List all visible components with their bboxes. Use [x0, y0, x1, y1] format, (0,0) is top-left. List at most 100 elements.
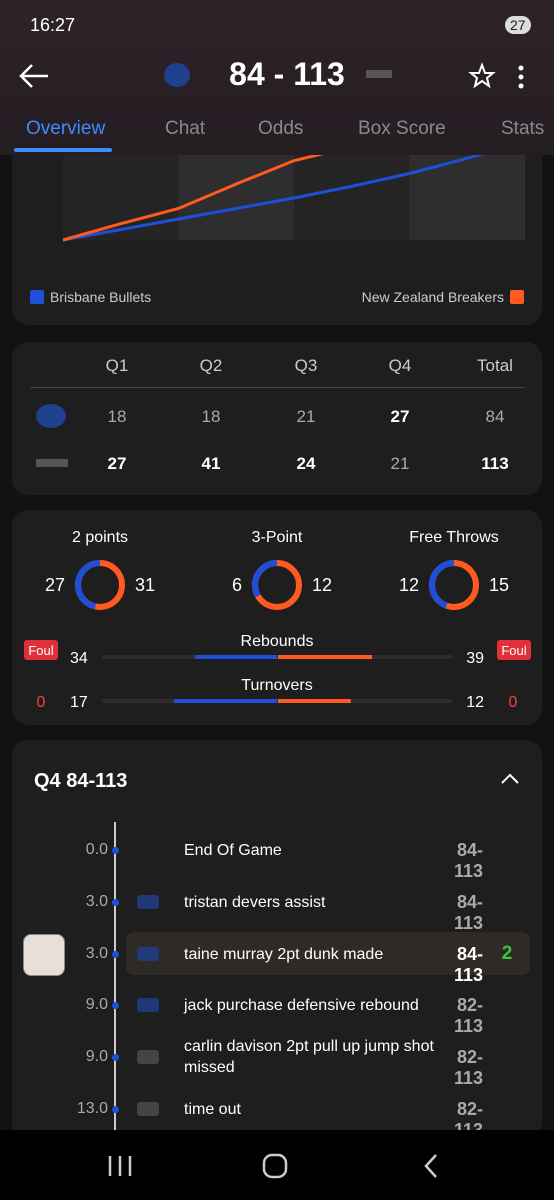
away-value: 12 [466, 694, 484, 711]
tab[interactable]: Odds [258, 118, 304, 139]
foul-label: Foul [501, 643, 526, 658]
event-time: 3.0 [85, 893, 108, 910]
foul-badge [497, 640, 531, 660]
cell: 113 [481, 454, 509, 473]
score-line [62, 155, 324, 242]
home-fouls: 0 [37, 694, 46, 711]
bar-label: Rebounds [241, 633, 314, 650]
event-score: 82-113 [453, 995, 483, 1036]
event-time: 0.0 [85, 841, 108, 858]
cell: 18 [201, 407, 221, 426]
away-value: 15 [489, 575, 509, 595]
timeline [114, 822, 116, 1132]
event-text: time out [184, 1100, 241, 1118]
tab[interactable]: Stats [501, 118, 545, 139]
cell: 18 [107, 407, 127, 426]
away-value: 31 [135, 575, 155, 595]
cell: 27 [390, 407, 410, 426]
cell: 84 [485, 407, 505, 426]
cell: 21 [390, 454, 410, 473]
score-line [62, 155, 485, 242]
menu-button[interactable] [514, 64, 528, 90]
timeline-dot [112, 847, 119, 854]
team-logo [36, 459, 68, 467]
event-text: carlin davison 2pt pull up jump shot mis… [184, 1038, 434, 1076]
timeline-dot [112, 1002, 119, 1009]
event-score: 82-113 [453, 1047, 483, 1088]
cell: 21 [296, 407, 316, 426]
event-time: 13.0 [76, 1100, 108, 1117]
team-logo [36, 404, 66, 428]
event-time: 9.0 [85, 996, 108, 1013]
tab[interactable]: Box Score [358, 118, 446, 139]
away-logo [366, 70, 392, 78]
cell: 41 [201, 454, 221, 473]
stat-label: 3-Point [252, 529, 303, 546]
column-header: Q2 [199, 356, 223, 375]
divider [30, 387, 525, 388]
favorite-button[interactable] [468, 62, 496, 90]
home-value: 17 [70, 694, 88, 711]
ring-home [75, 560, 125, 610]
timeline-dot [112, 1106, 119, 1113]
legend-swatch [510, 290, 524, 304]
nav-bar [0, 1130, 554, 1200]
nav-icons [108, 1153, 437, 1179]
stat-label: Free Throws [409, 529, 499, 546]
column-header: Q1 [105, 356, 129, 375]
away-value: 12 [312, 575, 332, 595]
bar-label: Turnovers [241, 677, 312, 694]
team-stats: 2 points 27 31 3-Point 6 12 Free Throws 12 15 Reb… [24, 529, 531, 711]
box-score-card [12, 342, 542, 495]
home-value: 12 [399, 575, 419, 595]
tab[interactable]: Overview [26, 118, 106, 139]
stat-label: 2 points [72, 529, 128, 546]
event-text: taine murray 2pt dunk made [184, 945, 384, 963]
score: 84 - 113 [229, 56, 345, 92]
team-logo [137, 1050, 159, 1064]
battery: 27 [505, 16, 531, 34]
foul-label: Foul [28, 643, 53, 658]
column-header: Q3 [294, 356, 318, 375]
event-score: 84-113 [453, 944, 483, 985]
event-score: 84-113 [453, 892, 483, 933]
legend-label: New Zealand Breakers [362, 289, 504, 305]
cell: 27 [107, 454, 127, 473]
event-points: 2 [501, 943, 513, 964]
event-time: 3.0 [85, 945, 108, 962]
away-fouls: 0 [509, 694, 518, 711]
bar-home [195, 655, 277, 659]
tab-indicator [14, 148, 112, 152]
timeline-dot [112, 951, 119, 958]
ring-home [429, 560, 479, 610]
team-logo [137, 947, 159, 961]
stats-card [12, 510, 542, 725]
legend-swatch [30, 290, 44, 304]
event-time: 9.0 [85, 1048, 108, 1065]
home-value: 34 [70, 650, 88, 667]
clock: 16:27 [30, 15, 76, 35]
event-text: End Of Game [184, 841, 282, 859]
highlight-row [126, 932, 530, 975]
home-logo [164, 63, 190, 87]
team-logo [137, 998, 159, 1012]
timeline-dot [112, 1054, 119, 1061]
away-value: 39 [466, 650, 484, 667]
collapse-button[interactable] [500, 772, 520, 786]
period-title: Q4 84-113 [34, 770, 128, 792]
timeline-dot [112, 899, 119, 906]
bar-away [278, 699, 351, 703]
cell: 24 [296, 454, 316, 473]
column-header: Q4 [388, 356, 412, 375]
team-logo [137, 1102, 159, 1116]
event-text: jack purchase defensive rebound [184, 996, 419, 1014]
tab[interactable]: Chat [165, 118, 206, 139]
home-value: 27 [45, 575, 65, 595]
event-score: 84-113 [453, 840, 483, 881]
home-value: 6 [232, 575, 242, 595]
back-button[interactable] [18, 62, 50, 90]
column-header: Total [477, 356, 513, 375]
top-bar [0, 0, 554, 155]
